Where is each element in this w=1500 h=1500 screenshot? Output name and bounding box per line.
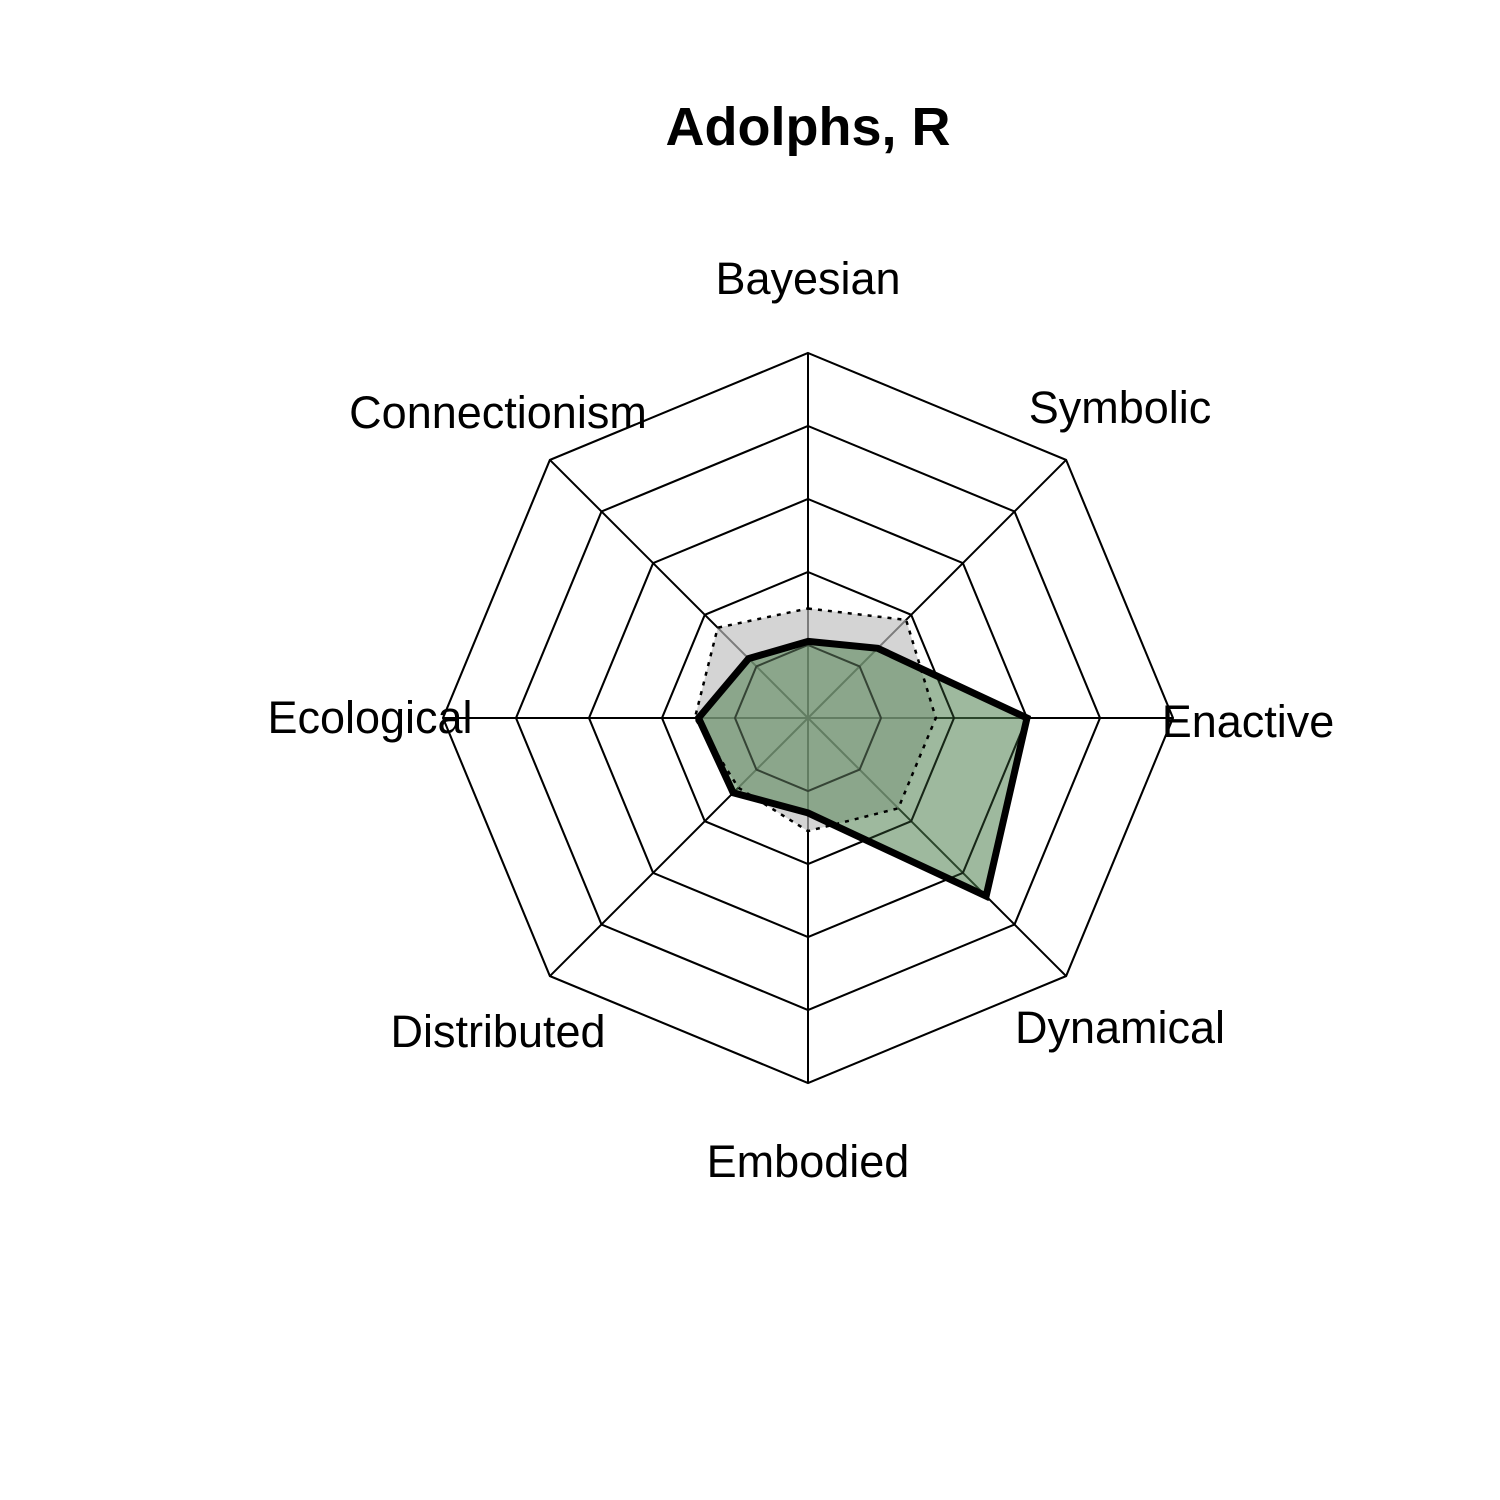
axis-label-connectionism: Connectionism xyxy=(349,387,647,438)
grid-ring-overlay-2 xyxy=(660,570,956,866)
radar-series xyxy=(441,351,1175,1085)
grid-ring-4 xyxy=(514,424,1102,1012)
axis-label-enactive: Enactive xyxy=(1162,696,1335,747)
axis-label-bayesian: Bayesian xyxy=(715,253,900,304)
axis-label-dynamical: Dynamical xyxy=(1015,1002,1225,1053)
grid-ring-5 xyxy=(441,351,1175,1085)
series-0-area xyxy=(698,641,1027,897)
axis-label-distributed: Distributed xyxy=(390,1006,605,1057)
axis-label-ecological: Ecological xyxy=(267,692,472,743)
axis-label-embodied: Embodied xyxy=(707,1136,910,1187)
grid-ring-overlay-3 xyxy=(587,497,1029,939)
grid-ring-2 xyxy=(660,570,956,866)
axis-labels: Bayesian Symbolic Enactive Dynamical Emb… xyxy=(267,253,1334,1187)
grid-ring-overlay-5 xyxy=(441,351,1175,1085)
grid-ring-overlay-1 xyxy=(733,643,883,793)
axis-label-symbolic: Symbolic xyxy=(1029,382,1212,433)
series-1-outline xyxy=(693,607,938,833)
series-0-outline xyxy=(694,637,1032,902)
grid-ring-3 xyxy=(587,497,1029,939)
grid-ring-overlay-4 xyxy=(514,424,1102,1012)
chart-title: Adolphs, R xyxy=(666,97,951,157)
